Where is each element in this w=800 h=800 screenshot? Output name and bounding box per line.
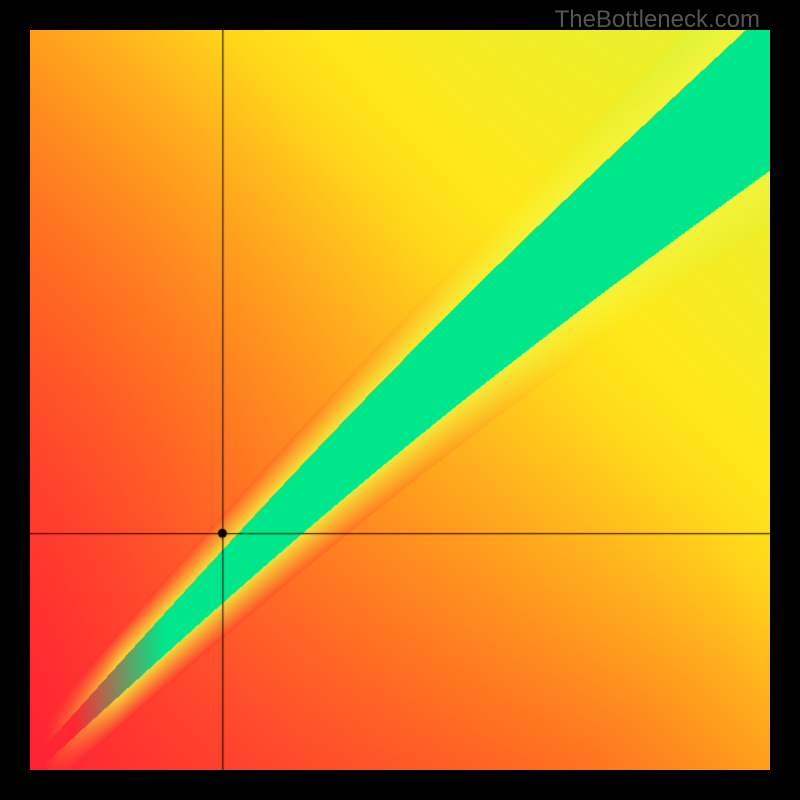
watermark-text: TheBottleneck.com [555, 6, 760, 34]
bottleneck-heatmap [30, 30, 770, 770]
